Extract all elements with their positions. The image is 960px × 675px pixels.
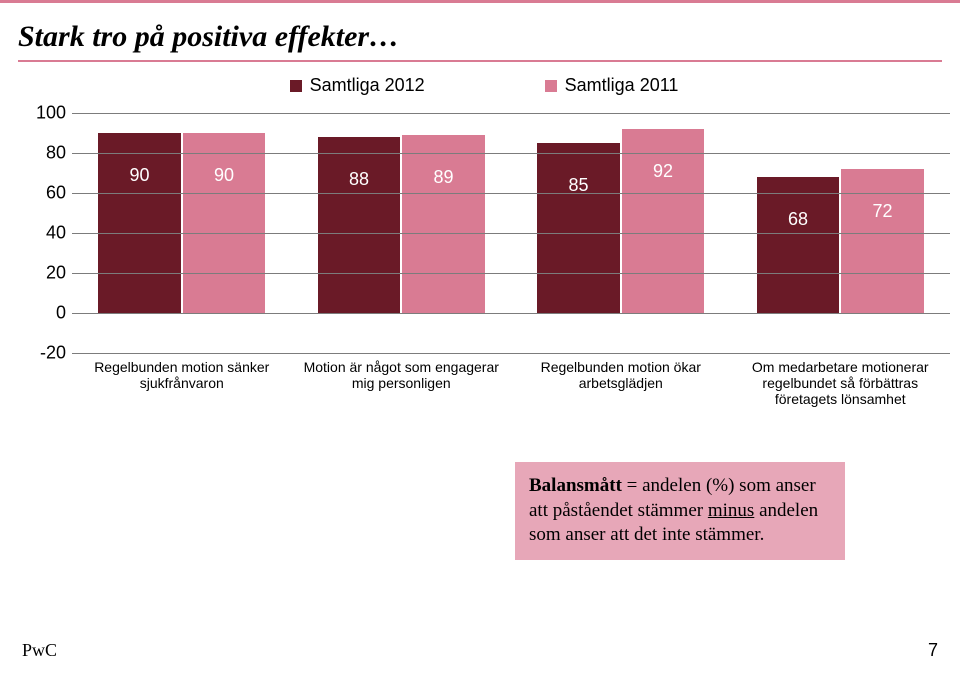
y-tick-label: 80 [46,142,72,163]
page-number: 7 [928,640,938,661]
callout-underline: minus [708,500,754,521]
gridline [72,113,950,114]
bar [402,135,484,313]
category-label: Regelbunden motion ökar arbetsglädjen [511,353,731,391]
legend: Samtliga 2012 Samtliga 2011 [18,75,950,96]
bar-value-label: 72 [841,201,923,222]
gridline [72,353,950,354]
y-tick-label: 100 [36,103,72,124]
bar [622,129,704,313]
bar [757,177,839,313]
bar-value-label: 88 [318,169,400,190]
bar-value-label: 90 [183,165,265,186]
gridline [72,153,950,154]
y-tick-label: 60 [46,182,72,203]
legend-item: Samtliga 2011 [545,75,679,96]
title-rule [18,60,942,62]
y-tick-label: 20 [46,262,72,283]
y-tick-label: 40 [46,223,72,244]
bar [841,169,923,313]
plot-area: 9090Regelbunden motion sänker sjukfrånva… [72,113,950,353]
legend-label: Samtliga 2012 [310,75,425,96]
y-tick-label: 0 [56,303,72,324]
gridline [72,313,950,314]
bar [98,133,180,313]
bar [318,137,400,313]
gridline [72,193,950,194]
bar [183,133,265,313]
y-tick-label: -20 [40,343,72,364]
category-label: Om medarbetare motionerar regelbundet så… [731,353,951,407]
legend-swatch [290,80,302,92]
gridline [72,273,950,274]
category-label: Motion är något som engagerar mig person… [292,353,512,391]
bar-value-label: 89 [402,167,484,188]
callout-lead: Balansmått [529,475,622,496]
bar-value-label: 68 [757,209,839,230]
top-accent [0,0,960,3]
legend-label: Samtliga 2011 [565,75,679,96]
bar-chart: Samtliga 2012Samtliga 2011 9090Regelbund… [18,75,950,415]
gridline [72,233,950,234]
bar-value-label: 92 [622,161,704,182]
bar-value-label: 90 [98,165,180,186]
legend-item: Samtliga 2012 [290,75,425,96]
footer-brand: PwC [22,640,57,661]
legend-swatch [545,80,557,92]
page-title: Stark tro på positiva effekter… [18,20,399,54]
bar [537,143,619,313]
category-label: Regelbunden motion sänker sjukfrånvaron [72,353,292,391]
callout-box: Balansmått = andelen (%) som anser att p… [515,462,845,560]
